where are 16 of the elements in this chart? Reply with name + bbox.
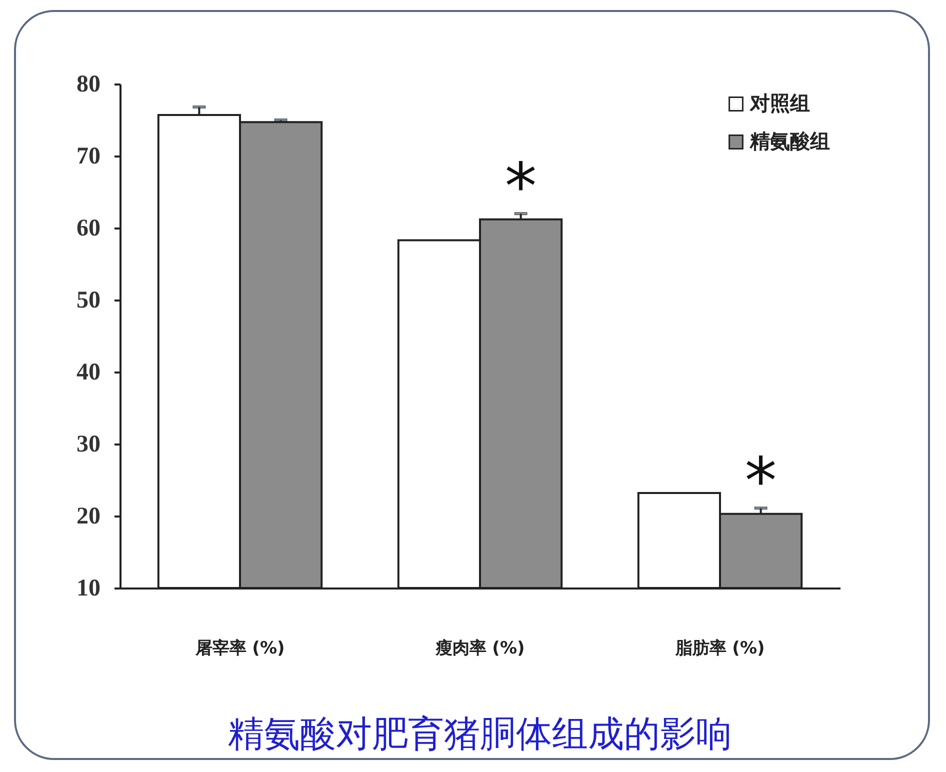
y-tick-label: 30 (76, 432, 100, 458)
y-tick-label: 10 (76, 576, 100, 602)
y-tick-label: 40 (76, 360, 100, 386)
annotation: * (744, 444, 777, 519)
x-tick-label: 脂肪率 (%) (674, 638, 765, 658)
y-tick-label: 70 (76, 144, 100, 170)
y-tick-label: 60 (76, 216, 100, 242)
y-tick-label: 50 (76, 288, 100, 314)
legend-label: 精氨酸组 (749, 129, 830, 153)
text: 精氨酸对肥育猪胴体组成的影响 (228, 714, 732, 755)
legend-label: 对照组 (749, 91, 810, 115)
y-tick-label: 80 (76, 72, 100, 98)
x-tick-label: 屠宰率 (%) (194, 638, 285, 658)
annotation: * (504, 150, 537, 224)
x-tick-label: 瘦肉率 (%) (434, 638, 525, 658)
y-tick-label: 20 (76, 504, 100, 530)
